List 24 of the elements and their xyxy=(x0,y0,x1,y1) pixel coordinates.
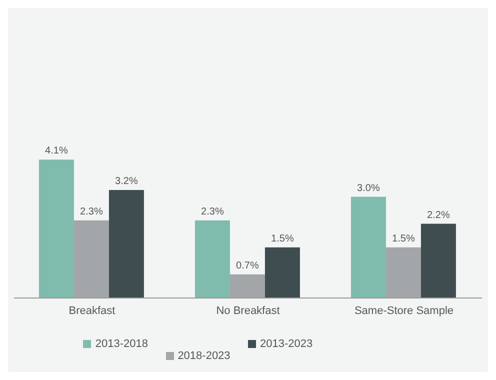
data-label: 1.5% xyxy=(271,233,294,244)
data-label: 4.1% xyxy=(45,146,68,157)
bar xyxy=(230,274,265,298)
data-label: 2.3% xyxy=(201,206,224,218)
legend-label: 2013-2018 xyxy=(95,338,148,350)
legend-label: 2013-2023 xyxy=(260,338,313,350)
bar xyxy=(74,220,109,298)
data-label: 0.7% xyxy=(236,260,259,272)
x-tick-label: Same-Store Sample xyxy=(354,304,454,317)
bar xyxy=(264,247,300,298)
data-label: 2.3% xyxy=(80,206,103,218)
bar xyxy=(420,224,456,298)
bar xyxy=(38,160,74,298)
legend-label: 2018-2023 xyxy=(178,350,230,362)
bar xyxy=(350,196,386,298)
bar xyxy=(386,247,421,298)
data-label: 1.5% xyxy=(392,233,415,244)
bar xyxy=(108,190,144,298)
x-tick-label: Breakfast xyxy=(68,304,116,317)
data-label: 2.2% xyxy=(427,210,450,221)
data-label: 3.2% xyxy=(115,176,138,187)
data-label: 3.0% xyxy=(357,182,380,194)
bar xyxy=(194,220,230,298)
x-tick-label: No Breakfast xyxy=(216,304,280,317)
